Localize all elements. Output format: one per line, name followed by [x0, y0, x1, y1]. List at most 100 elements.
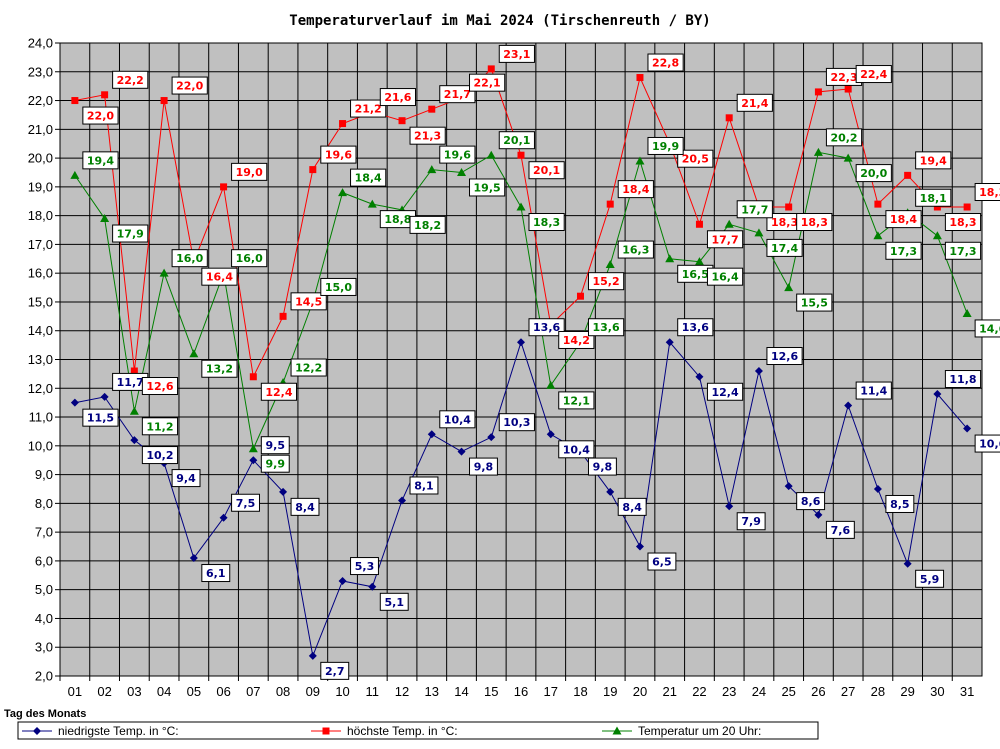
max-temp-point	[933, 203, 941, 211]
y-tick-label: 12,0	[28, 381, 53, 396]
data-label: 21,7	[444, 88, 471, 101]
data-label: 22,3	[830, 71, 857, 84]
data-label: 19,5	[474, 181, 501, 194]
data-label-box	[766, 347, 803, 366]
data-label: 20,0	[860, 167, 887, 180]
max-temp-point	[279, 312, 287, 320]
data-label-box	[677, 149, 714, 168]
y-tick-label: 14,0	[28, 323, 53, 338]
max-temp-point	[636, 74, 644, 82]
data-label: 12,6	[771, 350, 798, 363]
x-tick-label: 24	[752, 684, 766, 699]
data-labels-layer: 11,5 11,7 10,29,4 6,1 7,5 9,5 8,4 2,7 5,3 5,1 8,1 1…	[82, 44, 1000, 680]
data-label-box	[290, 292, 327, 311]
data-label: 18,3	[949, 216, 976, 229]
evening-temp-point	[486, 150, 496, 159]
min-temp-point	[487, 433, 496, 442]
data-label-box	[736, 93, 773, 112]
data-label: 10,4	[444, 413, 471, 426]
min-temp-point	[903, 559, 912, 568]
evening-temp-point	[516, 202, 526, 211]
data-label: 18,8	[384, 213, 411, 226]
y-tick-label: 7,0	[35, 525, 53, 540]
min-temp-point	[546, 430, 555, 439]
data-label-box	[171, 469, 201, 488]
min-temp-point	[249, 456, 258, 465]
data-label: 15,2	[593, 275, 620, 288]
evening-temp-labels: 19,417,911,216,013,216,09,912,215,018,41…	[82, 128, 1000, 473]
y-tick-label: 20,0	[28, 151, 53, 166]
x-tick-label: 01	[68, 684, 82, 699]
data-label: 18,3	[533, 216, 560, 229]
data-label: 17,4	[771, 242, 798, 255]
data-label: 11,7	[117, 376, 144, 389]
y-tick-label: 9,0	[35, 467, 53, 482]
x-tick-label: 02	[97, 684, 111, 699]
max-temp-point	[606, 200, 614, 208]
x-tick-label: 29	[900, 684, 914, 699]
data-label: 10,6	[979, 438, 1000, 451]
legend-item: niedrigste Temp. in °C:	[22, 724, 179, 738]
data-label: 7,6	[831, 524, 851, 537]
y-tick-label: 15,0	[28, 294, 53, 309]
data-label-box	[528, 213, 565, 232]
data-label: 18,4	[890, 213, 917, 226]
max-temp-point	[874, 200, 882, 208]
data-label: 17,7	[711, 233, 738, 246]
data-label: 10,4	[563, 443, 590, 456]
y-tick-label: 10,0	[28, 438, 53, 453]
data-label-box	[201, 564, 231, 583]
min-temp-point	[219, 513, 228, 522]
evening-temp-point	[100, 214, 110, 223]
data-label: 19,0	[236, 166, 263, 179]
max-temp-point	[785, 203, 793, 211]
data-label-box	[82, 151, 119, 170]
data-label-box	[647, 53, 684, 72]
max-temp-point	[904, 171, 912, 179]
min-temp-point	[873, 484, 882, 493]
legend-box	[17, 721, 819, 740]
data-label: 18,4	[355, 172, 382, 185]
data-label: 14,6	[979, 322, 1000, 335]
max-temp-point	[576, 292, 584, 300]
min-temp-point	[100, 392, 109, 401]
min-temp-point	[754, 367, 763, 376]
legend-marker	[612, 726, 622, 735]
data-label: 8,1	[414, 479, 434, 492]
y-tick-label: 21,0	[28, 122, 53, 137]
evening-temp-point	[546, 380, 556, 389]
data-label-box	[974, 319, 1000, 338]
data-label-box	[706, 267, 744, 286]
data-label-box	[409, 476, 439, 495]
data-label-box	[796, 492, 826, 511]
y-axis-ticks: 2,0 3,0 4,0 5,0 6,0 7,0 8,0 9,0 10,0 11,0 12,0 13,0…	[28, 36, 60, 684]
data-label-box	[469, 457, 498, 476]
max-temp-point	[428, 105, 436, 113]
data-label-box	[558, 391, 595, 410]
x-tick-label: 15	[484, 684, 498, 699]
data-label-box	[825, 128, 863, 147]
max-temp-point	[71, 97, 79, 105]
x-tick-label: 08	[276, 684, 290, 699]
data-label-box	[141, 377, 179, 396]
data-label-box	[706, 230, 744, 249]
data-label-box	[944, 213, 982, 232]
data-label: 16,0	[236, 252, 263, 265]
min-temp-point	[725, 502, 734, 511]
x-tick-label: 23	[722, 684, 736, 699]
data-label: 21,4	[741, 97, 768, 110]
legend-item: Temperatur um 20 Uhr:	[602, 724, 761, 738]
data-label: 5,3	[355, 560, 375, 573]
y-tick-label: 16,0	[28, 266, 53, 281]
data-label-box	[231, 249, 268, 268]
x-tick-label: 31	[960, 684, 974, 699]
data-label: 12,6	[146, 380, 173, 393]
data-label-box	[617, 240, 654, 259]
legend-item: höchste Temp. in °C:	[311, 724, 458, 738]
y-tick-label: 6,0	[35, 553, 53, 568]
data-label: 23,1	[503, 48, 530, 61]
data-label: 8,6	[801, 495, 821, 508]
x-tick-label: 17	[544, 684, 558, 699]
data-label-box	[379, 592, 409, 611]
data-label: 12,4	[265, 386, 292, 399]
